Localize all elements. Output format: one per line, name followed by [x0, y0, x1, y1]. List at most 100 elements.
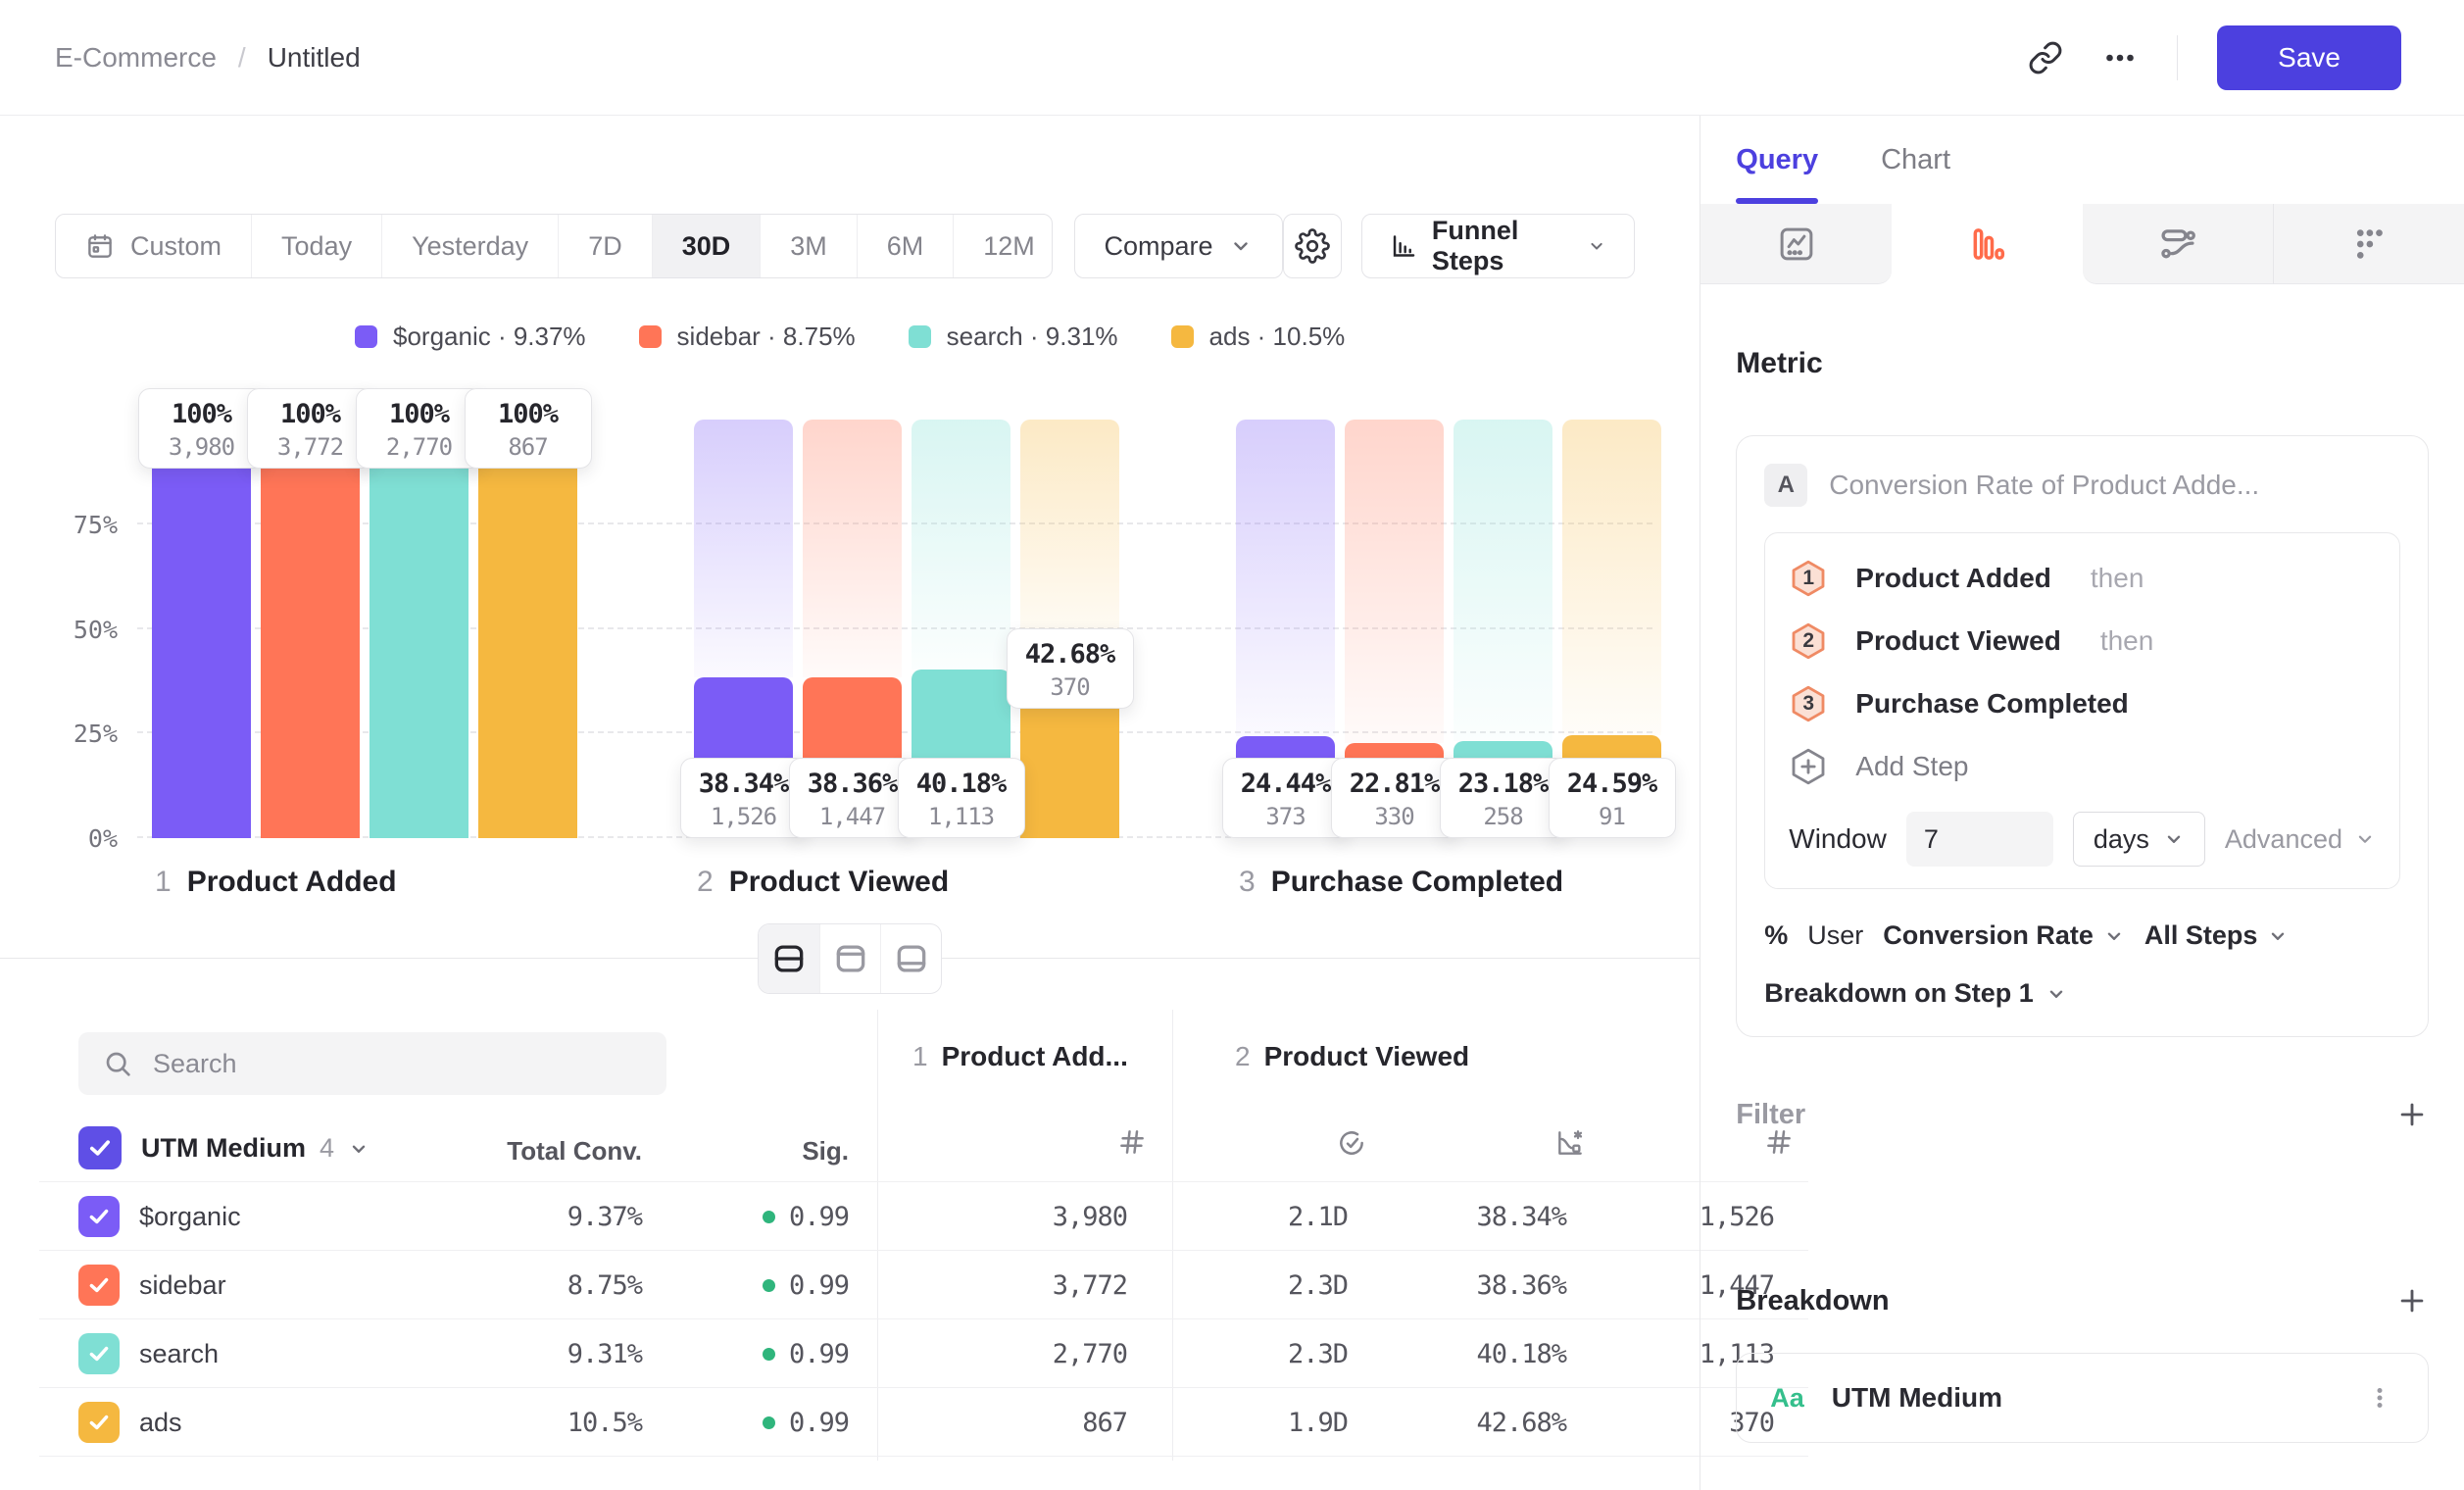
range-6m[interactable]: 6M	[857, 215, 954, 277]
step-event-name: Purchase Completed	[1855, 688, 2129, 720]
bar-ghost	[1562, 420, 1661, 735]
bar-search-step3[interactable]: 23.18%258	[1454, 420, 1552, 838]
table-step2-header[interactable]: 2Product Viewed	[1235, 1041, 1469, 1072]
kebab-menu-icon[interactable]	[2365, 1383, 2394, 1413]
bar-sidebar-step3[interactable]: 22.81%330	[1345, 420, 1444, 838]
total-conv-value: 10.5%	[436, 1408, 642, 1438]
range-30d[interactable]: 30D	[652, 215, 761, 277]
select-all-checkbox[interactable]	[78, 1126, 122, 1169]
conversion-rate-column-icon[interactable]	[1527, 1127, 1586, 1159]
total-conv-column-header[interactable]: Total Conv.	[436, 1136, 642, 1167]
more-menu-icon[interactable]	[2102, 40, 2138, 75]
add-step-button[interactable]: Add Step	[1789, 735, 2376, 798]
range-12m[interactable]: 12M	[953, 215, 1052, 277]
row-checkbox[interactable]	[78, 1196, 120, 1237]
breadcrumb-report-title[interactable]: Untitled	[268, 42, 361, 74]
legend-item-search[interactable]: search · 9.31%	[909, 322, 1118, 352]
step-number-hexagon: 2	[1789, 621, 1828, 661]
filter-section: Filter	[1736, 1098, 2429, 1131]
advanced-toggle[interactable]: Advanced	[2225, 824, 2376, 855]
range-3m[interactable]: 3M	[760, 215, 857, 277]
chart-type-label: Funnel Steps	[1432, 216, 1571, 276]
range-custom[interactable]: Custom	[56, 215, 251, 277]
bar-organic-step1[interactable]: 100%3,980	[152, 420, 251, 838]
layout-table-only-button[interactable]	[880, 924, 941, 993]
retention-report-tab[interactable]	[2273, 204, 2464, 284]
bar-sidebar-step1[interactable]: 100%3,772	[261, 420, 360, 838]
breadcrumb-project[interactable]: E-Commerce	[55, 42, 217, 74]
row-checkbox[interactable]	[78, 1402, 120, 1443]
breakdown-on-step-dropdown[interactable]: Breakdown on Step 1	[1764, 978, 2400, 1009]
bar-organic-step2[interactable]: 38.34%1,526	[694, 420, 793, 838]
bar-sidebar-step2[interactable]: 38.36%1,447	[803, 420, 902, 838]
legend-item-sidebar[interactable]: sidebar · 8.75%	[639, 322, 856, 352]
measure-entity[interactable]: User	[1807, 920, 1863, 951]
sig-value: 0.99	[643, 1202, 849, 1232]
row-checkbox[interactable]	[78, 1333, 120, 1374]
insights-report-tab[interactable]	[1700, 204, 1892, 284]
window-unit-select[interactable]: days	[2073, 812, 2205, 867]
share-link-icon[interactable]	[2028, 40, 2063, 75]
sig-dot	[763, 1348, 775, 1361]
funnels-report-tab[interactable]	[1892, 204, 2083, 284]
table-row-search[interactable]: search9.31%0.992,7702.3D40.18%1,113	[39, 1319, 1808, 1388]
tab-query[interactable]: Query	[1736, 116, 1818, 204]
metric-title-row[interactable]: A Conversion Rate of Product Adde...	[1764, 464, 2400, 507]
hash-icon	[1117, 1127, 1147, 1157]
chart-type-dropdown[interactable]: Funnel Steps	[1361, 214, 1635, 278]
layout-chart-only-button[interactable]	[819, 924, 880, 993]
table-row-organic[interactable]: $organic9.37%0.993,9802.1D38.34%1,526	[39, 1182, 1808, 1251]
tab-chart[interactable]: Chart	[1881, 116, 1950, 204]
step1-count-column-icon[interactable]	[1088, 1127, 1147, 1157]
bar-ghost	[912, 420, 1010, 670]
compare-button[interactable]: Compare	[1074, 214, 1283, 278]
query-step-2[interactable]: 2Product Viewedthen	[1789, 610, 2376, 672]
step-axis-label: 1Product Added	[155, 866, 397, 899]
step-axis-label: 3Purchase Completed	[1239, 866, 1563, 899]
range-7d[interactable]: 7D	[558, 215, 652, 277]
table-row-sidebar[interactable]: sidebar8.75%0.993,7722.3D38.36%1,447	[39, 1251, 1808, 1319]
range-today[interactable]: Today	[251, 215, 381, 277]
add-filter-icon[interactable]	[2395, 1098, 2429, 1131]
time-to-convert-value: 2.3D	[1161, 1270, 1348, 1301]
table-step1-header[interactable]: 1Product Add...	[912, 1041, 1128, 1072]
breakdown-column-header[interactable]: UTM Medium 4	[141, 1133, 370, 1164]
time-to-convert-column-icon[interactable]	[1308, 1127, 1367, 1159]
time-to-convert-value: 1.9D	[1161, 1408, 1348, 1438]
sig-column-header[interactable]: Sig.	[643, 1136, 849, 1167]
row-name: ads	[139, 1408, 182, 1438]
funnel-step-1-bars: 100%3,980100%3,772100%2,770100%867	[152, 420, 577, 838]
flows-icon	[2157, 224, 2198, 265]
measurement-row: % User Conversion Rate All Steps	[1764, 920, 2400, 951]
row-checkbox[interactable]	[78, 1265, 120, 1306]
measure-scope-dropdown[interactable]: All Steps	[2144, 920, 2290, 951]
bar-value-label: 24.59%91	[1549, 758, 1676, 838]
window-value-input[interactable]: 7	[1906, 812, 2053, 867]
table-row-ads[interactable]: ads10.5%0.998671.9D42.68%370	[39, 1388, 1808, 1457]
bar-ads-step1[interactable]: 100%867	[478, 420, 577, 838]
breakdown-item[interactable]: Aa UTM Medium	[1736, 1353, 2429, 1443]
y-axis-tick: 75%	[29, 511, 118, 539]
search-input[interactable]: Search	[78, 1032, 666, 1095]
table-rows: $organic9.37%0.993,9802.1D38.34%1,526sid…	[39, 1181, 1808, 1457]
step1-count-value: 2,770	[941, 1339, 1127, 1369]
bar-ads-step2[interactable]: 42.68%370	[1020, 420, 1119, 838]
measure-metric-dropdown[interactable]: Conversion Rate	[1883, 920, 2125, 951]
bar-search-step2[interactable]: 40.18%1,113	[912, 420, 1010, 838]
breadcrumb-separator: /	[238, 42, 246, 74]
bar-organic-step3[interactable]: 24.44%373	[1236, 420, 1335, 838]
chevron-down-icon	[1229, 234, 1253, 258]
legend-item-ads[interactable]: ads · 10.5%	[1171, 322, 1346, 352]
bar-search-step1[interactable]: 100%2,770	[370, 420, 468, 838]
query-step-1[interactable]: 1Product Addedthen	[1789, 547, 2376, 610]
chart-settings-button[interactable]	[1283, 214, 1342, 278]
add-breakdown-icon[interactable]	[2395, 1284, 2429, 1317]
bar-fill	[478, 420, 577, 838]
range-yesterday[interactable]: Yesterday	[381, 215, 558, 277]
flows-report-tab[interactable]	[2083, 204, 2274, 284]
legend-item-organic[interactable]: $organic · 9.37%	[355, 322, 586, 352]
layout-split-button[interactable]	[759, 924, 819, 993]
save-button[interactable]: Save	[2217, 25, 2401, 90]
bar-ads-step3[interactable]: 24.59%91	[1562, 420, 1661, 838]
query-step-3[interactable]: 3Purchase Completed	[1789, 672, 2376, 735]
